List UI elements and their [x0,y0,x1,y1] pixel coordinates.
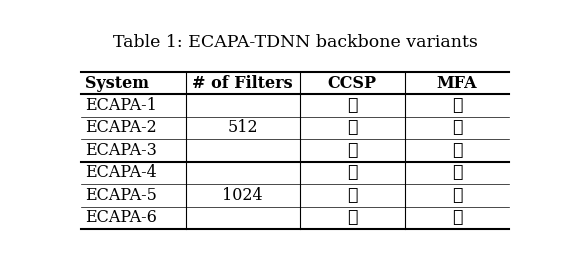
Text: ✗: ✗ [452,165,462,182]
Text: MFA: MFA [437,74,478,91]
Text: 512: 512 [228,119,258,137]
Text: ✗: ✗ [347,187,357,204]
Text: 1024: 1024 [222,187,263,204]
Text: System: System [85,74,149,91]
Text: ✓: ✓ [452,209,462,226]
Text: ✓: ✓ [347,165,357,182]
Text: ✓: ✓ [452,142,462,159]
Text: Table 1: ECAPA-TDNN backbone variants: Table 1: ECAPA-TDNN backbone variants [113,34,478,51]
Text: ✗: ✗ [347,119,357,137]
Text: ✓: ✓ [347,209,357,226]
Text: ECAPA-1: ECAPA-1 [85,97,157,114]
Text: ECAPA-3: ECAPA-3 [85,142,157,159]
Text: ✓: ✓ [452,119,462,137]
Text: ✓: ✓ [347,142,357,159]
Text: ECAPA-5: ECAPA-5 [85,187,157,204]
Text: CCSP: CCSP [328,74,377,91]
Text: ECAPA-2: ECAPA-2 [85,119,157,137]
Text: ECAPA-4: ECAPA-4 [85,165,157,182]
Text: ✗: ✗ [452,97,462,114]
Text: ✓: ✓ [452,187,462,204]
Text: ECAPA-6: ECAPA-6 [85,209,157,226]
Text: ✓: ✓ [347,97,357,114]
Text: # of Filters: # of Filters [192,74,293,91]
